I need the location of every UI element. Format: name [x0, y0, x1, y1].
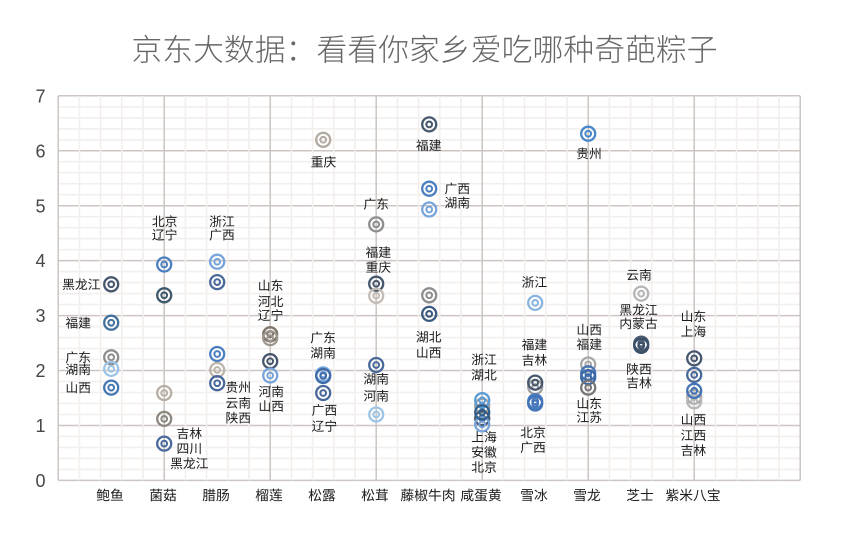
svg-text:6: 6	[35, 141, 45, 161]
svg-text:0: 0	[35, 471, 45, 491]
svg-text:4: 4	[35, 251, 45, 271]
svg-text:3: 3	[35, 306, 45, 326]
svg-text:7: 7	[35, 86, 45, 106]
svg-text:1: 1	[35, 416, 45, 436]
svg-text:2: 2	[35, 361, 45, 381]
svg-text:5: 5	[35, 196, 45, 216]
